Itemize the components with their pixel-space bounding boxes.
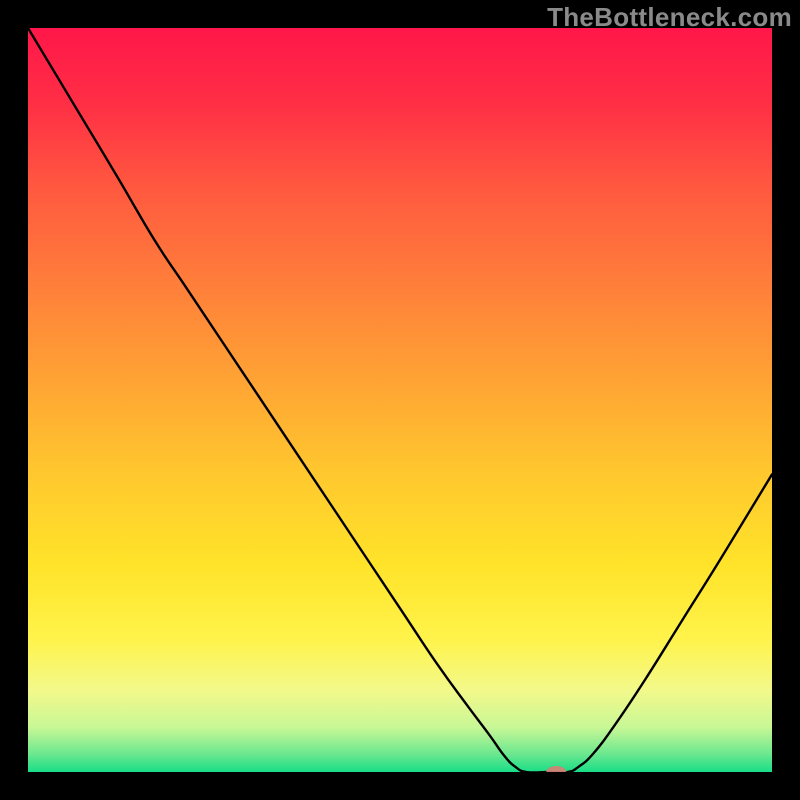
bottleneck-curve-chart (28, 28, 772, 772)
chart-frame: TheBottleneck.com (0, 0, 800, 800)
gradient-background (28, 28, 772, 772)
watermark-label: TheBottleneck.com (547, 2, 792, 33)
